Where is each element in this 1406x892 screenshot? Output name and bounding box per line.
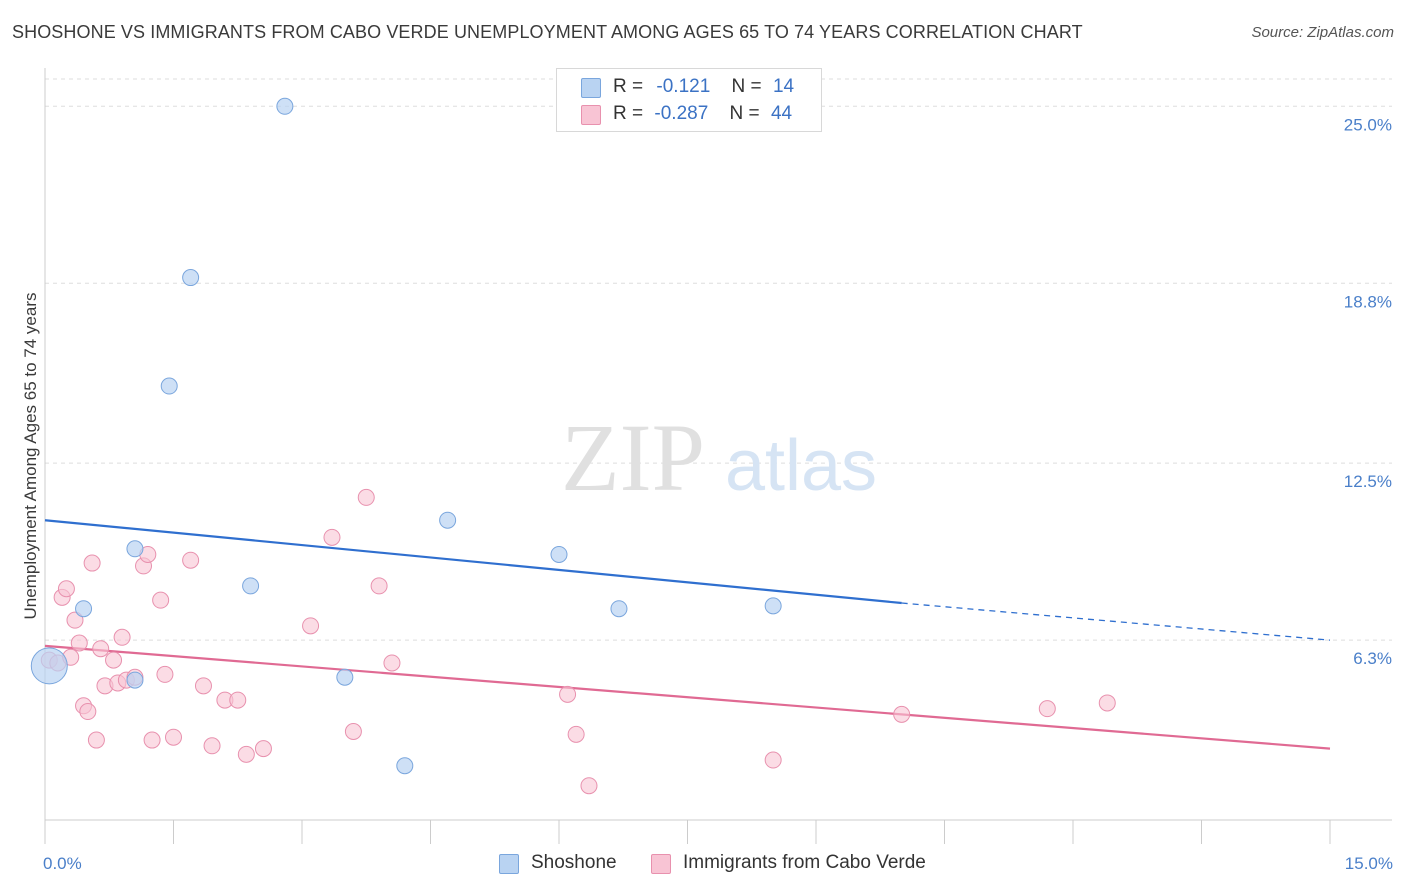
source-label: Source: ZipAtlas.com bbox=[1251, 24, 1394, 41]
watermark-zip: ZIP bbox=[561, 404, 705, 511]
data-point-shoshone bbox=[439, 511, 457, 529]
data-point-cabo-verde bbox=[1038, 700, 1056, 718]
y-tick-label: 18.8% bbox=[1344, 292, 1392, 311]
data-point-shoshone bbox=[396, 757, 414, 775]
data-point-shoshone bbox=[242, 577, 260, 595]
data-point-shoshone bbox=[126, 671, 144, 689]
data-point-shoshone bbox=[182, 269, 200, 287]
legend-n-value: 14 bbox=[772, 76, 795, 97]
x-tick-label-min: 0.0% bbox=[43, 854, 82, 873]
data-point-cabo-verde bbox=[357, 488, 375, 506]
data-point-cabo-verde bbox=[254, 740, 272, 758]
series-name-cabo-verde: Immigrants from Cabo Verde bbox=[683, 852, 926, 873]
trend-lines bbox=[44, 519, 1331, 750]
data-point-cabo-verde bbox=[165, 728, 182, 746]
data-point-cabo-verde bbox=[152, 591, 170, 609]
data-point-cabo-verde bbox=[79, 703, 97, 721]
y-tick-label: 12.5% bbox=[1344, 472, 1392, 491]
data-point-cabo-verde bbox=[182, 551, 200, 569]
data-points bbox=[30, 97, 1116, 795]
data-point-cabo-verde bbox=[1098, 694, 1116, 712]
data-point-cabo-verde bbox=[57, 580, 75, 598]
legend-n-label: N = bbox=[731, 76, 762, 97]
data-point-cabo-verde bbox=[203, 737, 221, 755]
data-point-cabo-verde bbox=[764, 751, 782, 769]
data-point-cabo-verde bbox=[113, 628, 131, 646]
data-point-cabo-verde bbox=[567, 725, 585, 743]
data-point-shoshone bbox=[30, 647, 68, 685]
data-point-cabo-verde bbox=[194, 677, 212, 695]
series-name-shoshone: Shoshone bbox=[531, 852, 617, 873]
data-point-shoshone bbox=[126, 540, 144, 558]
data-point-cabo-verde bbox=[87, 731, 105, 749]
legend-r-label: R = bbox=[613, 103, 644, 124]
data-point-cabo-verde bbox=[559, 685, 577, 703]
data-point-cabo-verde bbox=[70, 634, 88, 652]
tick-labels: 6.3% 12.5% 18.8% 25.0% 0.0% 15.0% bbox=[43, 115, 1393, 873]
grid-lines bbox=[45, 78, 1392, 641]
data-point-cabo-verde bbox=[323, 528, 341, 546]
data-point-cabo-verde bbox=[237, 745, 255, 763]
y-axis-label: Unemployment Among Ages 65 to 74 years bbox=[21, 293, 40, 620]
legend-n-value: 44 bbox=[770, 103, 793, 124]
x-tick-label-max: 15.0% bbox=[1345, 854, 1393, 873]
data-point-cabo-verde bbox=[580, 777, 598, 795]
y-tick-label: 6.3% bbox=[1353, 649, 1392, 668]
data-point-shoshone bbox=[75, 600, 93, 618]
chart-title: SHOSHONE VS IMMIGRANTS FROM CABO VERDE U… bbox=[12, 22, 1083, 42]
legend-swatch-cabo-verde bbox=[581, 105, 601, 125]
y-tick-label: 25.0% bbox=[1344, 115, 1392, 134]
series-swatch-cabo-verde bbox=[651, 854, 671, 874]
data-point-shoshone bbox=[550, 545, 568, 563]
data-point-cabo-verde bbox=[83, 554, 101, 572]
legend-swatch-shoshone bbox=[581, 78, 601, 98]
legend-r-value: -0.121 bbox=[656, 76, 711, 97]
data-point-shoshone bbox=[276, 97, 294, 115]
data-point-cabo-verde bbox=[344, 722, 362, 740]
trend-line-shoshone-extension bbox=[901, 602, 1331, 641]
watermark-atlas: atlas bbox=[725, 426, 877, 506]
data-point-shoshone bbox=[610, 600, 628, 618]
axes bbox=[44, 68, 1392, 844]
legend-n-label: N = bbox=[729, 103, 760, 124]
data-point-cabo-verde bbox=[229, 691, 247, 709]
correlation-legend: R = -0.121 N = 14 R = -0.287 N = 44 bbox=[556, 68, 822, 132]
data-point-shoshone bbox=[336, 668, 354, 686]
data-point-shoshone bbox=[160, 377, 178, 395]
data-point-cabo-verde bbox=[143, 731, 161, 749]
data-point-cabo-verde bbox=[92, 640, 110, 658]
data-point-shoshone bbox=[764, 597, 782, 615]
data-point-cabo-verde bbox=[383, 654, 401, 672]
watermark: ZIP atlas bbox=[561, 404, 877, 511]
trend-line-shoshone bbox=[44, 519, 902, 605]
legend-r-value: -0.287 bbox=[654, 103, 709, 124]
data-point-cabo-verde bbox=[66, 611, 84, 629]
legend-r-label: R = bbox=[613, 76, 644, 97]
data-point-cabo-verde bbox=[156, 665, 174, 683]
data-point-cabo-verde bbox=[105, 651, 123, 669]
data-point-cabo-verde bbox=[370, 577, 388, 595]
trend-line-cabo-verde bbox=[44, 644, 1331, 750]
data-point-cabo-verde bbox=[302, 617, 320, 635]
series-swatch-shoshone bbox=[499, 854, 519, 874]
data-point-cabo-verde bbox=[893, 705, 911, 723]
